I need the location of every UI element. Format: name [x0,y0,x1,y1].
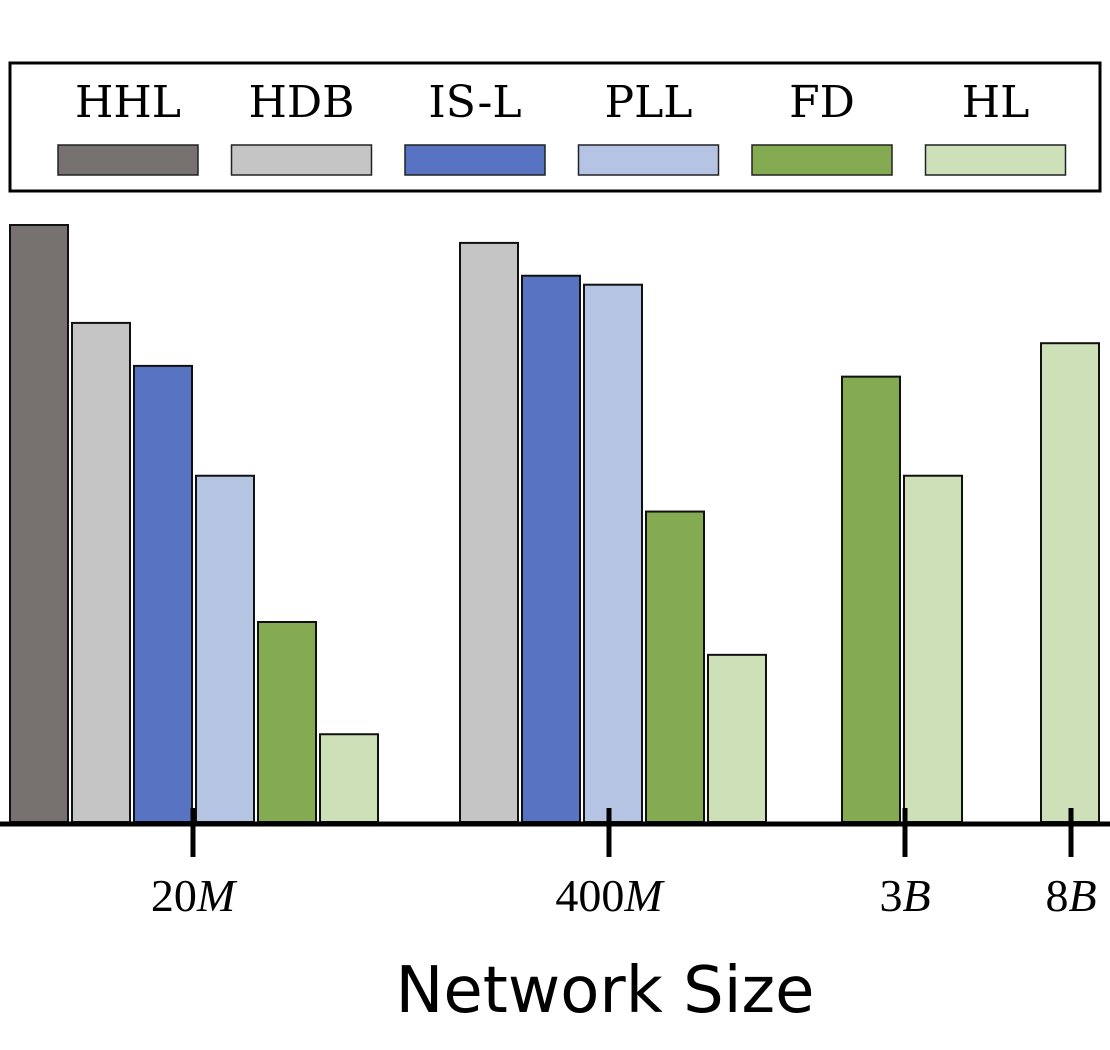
x-axis-label: Network Size [396,954,815,1028]
bar-fd-3b [841,375,901,823]
bar-pll-20m [195,474,255,823]
bar-hl-20m [319,733,379,824]
legend-swatch-fd [751,144,893,176]
tick-unit: B [1068,870,1096,921]
bar-pll-400m [583,283,643,823]
x-axis-ticks: 20M 400M 3B 8B [151,808,1097,921]
bars [9,224,1100,824]
bar-hl-3b [903,474,963,823]
legend-swatch-hhl [57,144,199,176]
legend-swatch-hl [924,144,1067,176]
tick-number: 400 [555,870,624,921]
bar-hdb-20m [71,321,131,823]
bar-hhl-20m [9,224,69,823]
bar-is-l-20m [133,364,193,823]
tick-unit: M [196,870,238,921]
bar-fd-400m [645,510,705,823]
bar-hl-400m [707,653,767,824]
tick-number: 20 [151,870,197,921]
legend-label-hhl: HHL [75,77,181,128]
legend-swatch-is-l [404,144,546,176]
x-tick-label-3b: 3B [879,870,930,921]
legend-swatch-pll [577,144,720,176]
tick-unit: B [902,870,930,921]
bar-hl-8b [1040,342,1100,823]
x-tick-label-20m: 20M [151,870,238,921]
legend-swatch-hdb [230,144,373,176]
bar-hdb-400m [459,241,519,824]
legend-label-pll: PLL [604,77,692,128]
legend-label-hl: HL [962,77,1030,128]
tick-number: 3 [879,870,902,921]
legend-label-hdb: HDB [249,77,355,128]
legend: HHL HDB IS-L PLL FD HL [8,61,1102,193]
tick-unit: M [623,870,665,921]
tick-number: 8 [1045,870,1068,921]
bar-is-l-400m [521,274,581,823]
x-tick-label-400m: 400M [555,870,665,921]
bar-fd-20m [257,621,317,823]
x-tick-label-8b: 8B [1045,870,1096,921]
legend-label-fd: FD [789,77,855,128]
legend-label-is-l: IS-L [428,77,521,128]
